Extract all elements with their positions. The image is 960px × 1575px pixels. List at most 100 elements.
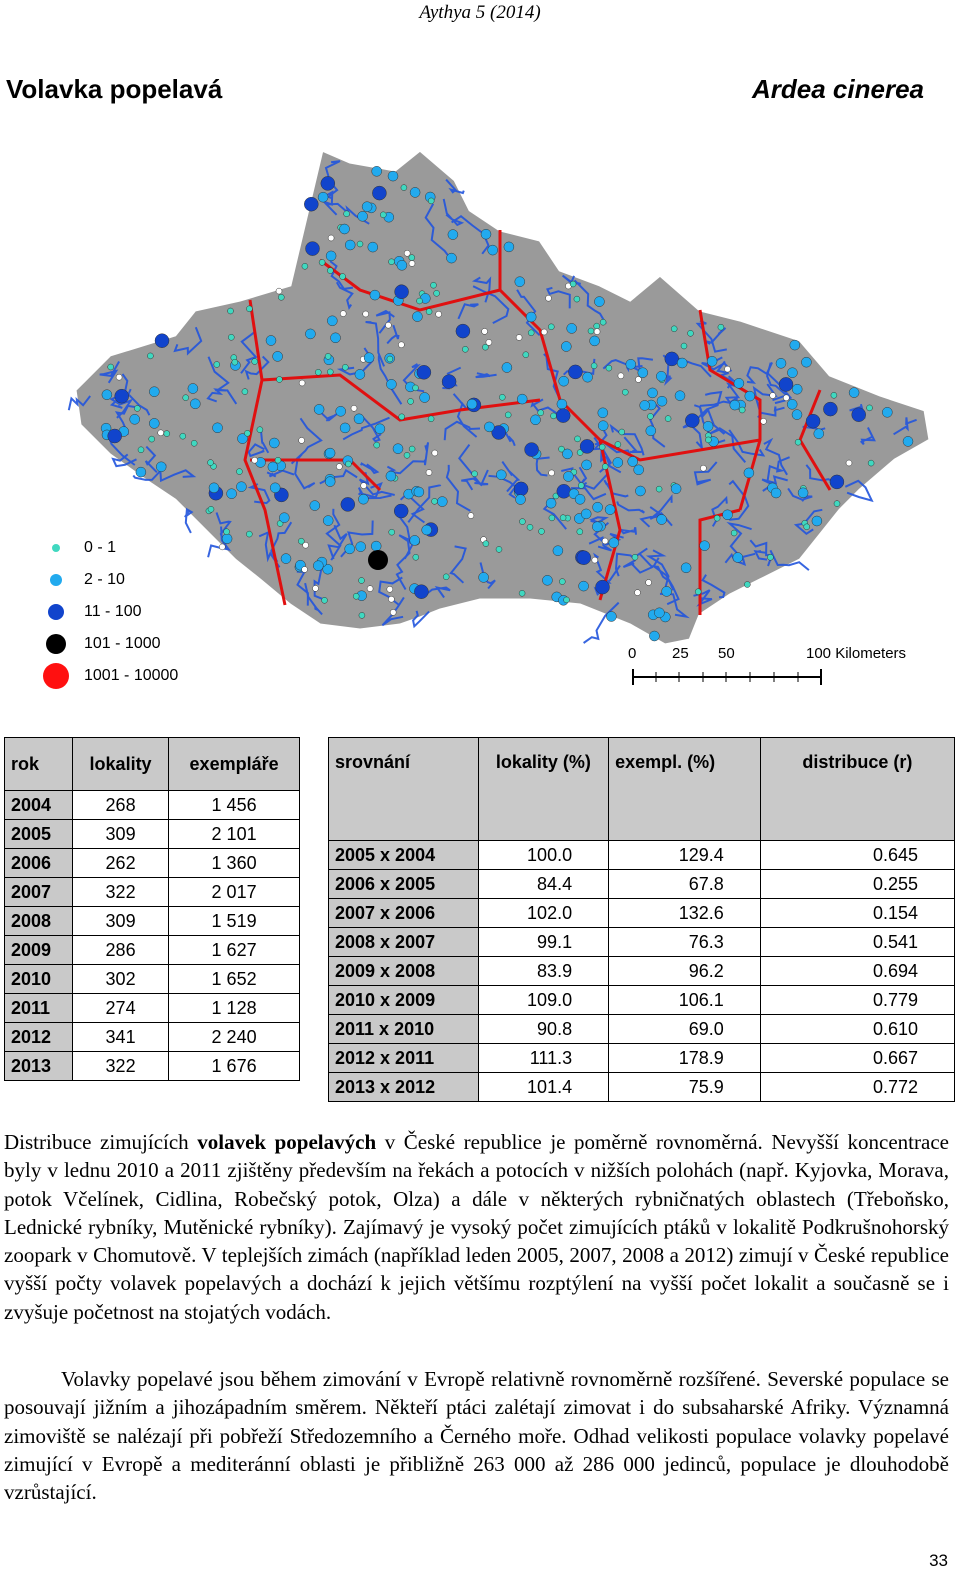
site-dot [866,404,873,412]
site-dot [388,595,395,603]
site-dot [577,482,585,489]
species-name-latin: Ardea cinerea [752,74,924,104]
site-dot [385,321,392,329]
table-cell: 341 [71,1022,170,1052]
site-dot [732,552,744,563]
site-dot [608,537,620,548]
river-line [592,428,613,473]
site-dot [501,362,513,373]
site-dot [687,330,694,337]
table-row: 2012 x 2011 111.3 178.9 0.667 [328,1043,956,1073]
site-dot [363,352,375,363]
site-dot [322,515,334,526]
site-dot [135,466,147,478]
table-cell: 84.4 [477,869,610,899]
river-line [711,495,728,527]
site-dot [339,223,350,235]
site-dot [327,267,334,274]
site-dot [272,351,283,362]
site-dot [783,394,790,402]
site-dot [313,404,325,415]
site-dot [522,351,530,358]
site-dot [699,540,710,551]
site-dot [427,415,435,423]
site-dot [413,486,425,498]
site-dot [655,485,663,493]
site-dot [744,581,751,588]
site-dot [845,459,853,467]
site-dot [219,543,226,551]
river-line [377,355,403,405]
site-dot [495,546,503,553]
river-line [692,390,723,424]
site-dot [163,430,171,437]
table-cell: 302 [71,964,170,994]
site-dot [427,197,435,205]
site-dot [237,433,248,444]
site-dot [398,413,405,421]
table-cell: 2006 [4,848,73,878]
site-dot [656,514,667,525]
site-dot [516,393,528,405]
site-dot [559,514,567,521]
site-dot [524,442,539,457]
site-dot [612,457,624,468]
table-cell: 274 [71,993,170,1023]
river-line [342,416,390,441]
site-dot [527,329,535,337]
site-dot [548,469,555,477]
site-dot [369,289,381,301]
site-dot [471,470,478,478]
site-dot [433,290,440,297]
column-header: exempláře [168,737,300,791]
site-dot [813,428,825,439]
site-dot [582,371,593,383]
site-dot [676,357,688,369]
site-dot [301,566,308,573]
site-dot [722,509,733,521]
site-dot [324,353,332,360]
site-dot [670,483,682,494]
site-dot [409,187,421,198]
river-line [240,331,258,374]
site-dot [614,441,622,448]
river-line [386,324,400,345]
site-dot [563,596,570,604]
site-dot [134,405,141,412]
table-cell: 99.1 [477,927,610,957]
site-dot [713,514,721,522]
site-dot [298,379,306,387]
site-dot [574,435,581,443]
river-line [407,484,442,523]
site-dot [599,318,607,326]
table-cell: 2010 x 2009 [328,985,479,1015]
table-cell: 0.610 [759,1014,956,1044]
river-line [365,321,386,367]
river-line [359,413,382,443]
site-dot [645,579,652,586]
river-line [535,456,550,477]
table-cell: 2012 x 2011 [328,1043,479,1073]
site-dot [558,375,569,387]
site-dot [370,540,382,552]
site-dot [902,436,914,447]
site-dot [649,630,660,642]
river-line [623,436,642,453]
site-dot [324,476,336,487]
site-dot [251,456,258,464]
table-cell: 1 676 [168,1051,300,1081]
site-dot [794,438,802,446]
site-dot [526,524,534,531]
river-line [99,361,120,384]
site-dot [324,447,336,459]
site-dot [530,414,541,426]
table-cell: 2010 [4,964,73,994]
table-cell: 75.9 [608,1072,761,1102]
site-dot [315,369,322,376]
site-dot [563,471,574,482]
table-row: 2007 322 2 017 [4,877,300,907]
site-dot [482,540,490,547]
site-dot [355,541,366,552]
site-dot [566,323,577,334]
site-dot [244,430,251,437]
